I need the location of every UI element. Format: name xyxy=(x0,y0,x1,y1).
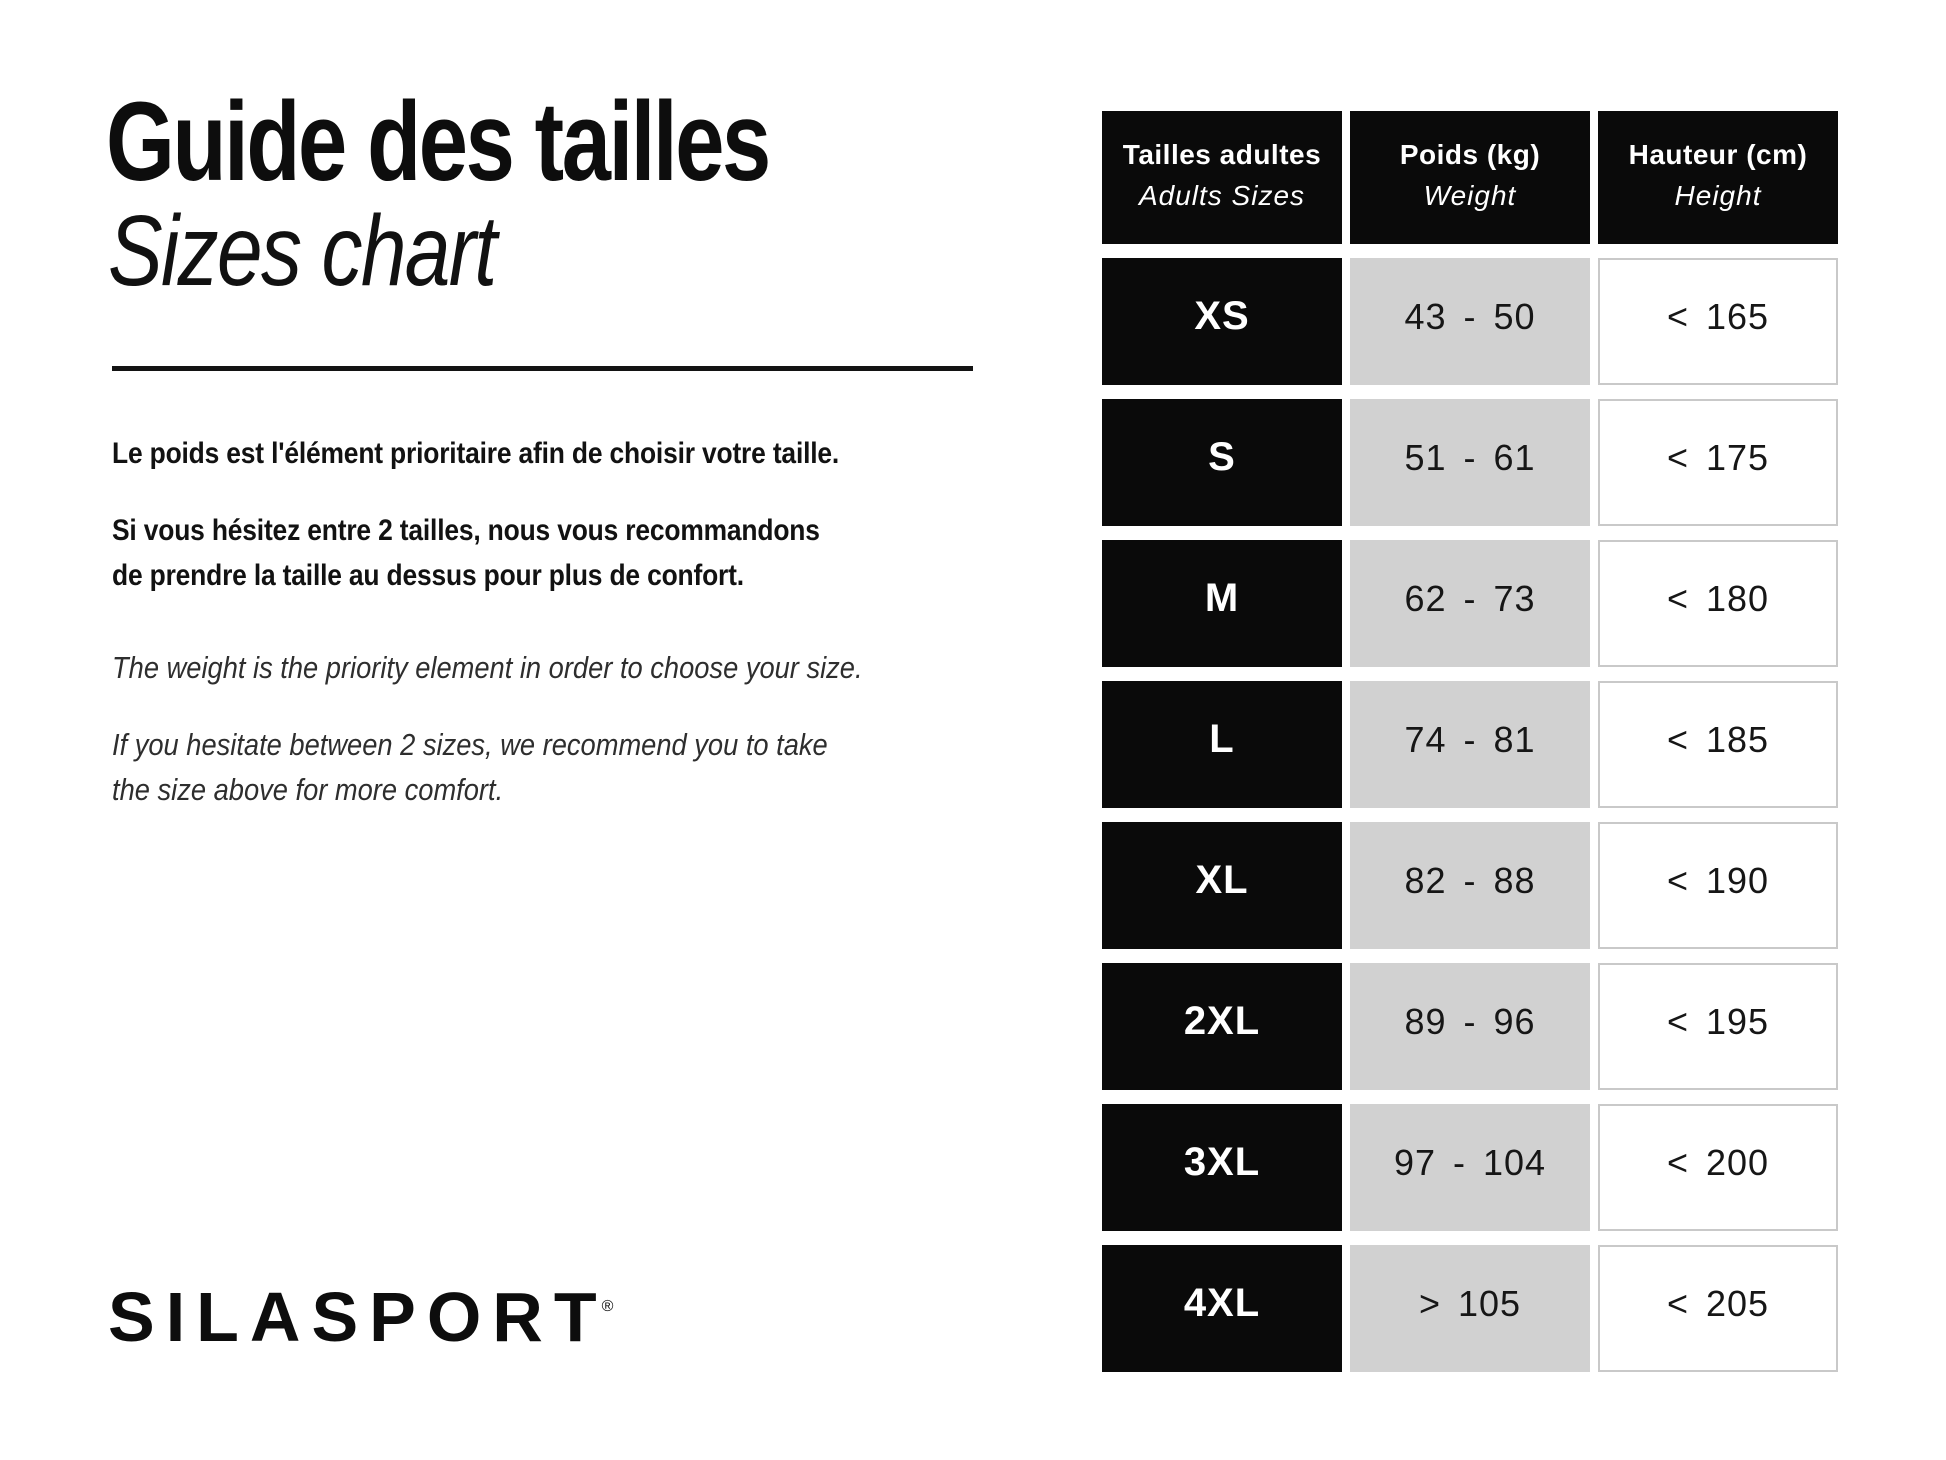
weight-cell-m: 62 - 73 xyxy=(1350,540,1590,667)
size-table: Tailles adultes Adults Sizes Poids (kg) … xyxy=(1102,111,1838,1372)
size-cell-xl: XL xyxy=(1102,822,1342,949)
intro-fr-weight: Le poids est l'élément prioritaire afin … xyxy=(112,437,840,470)
brand-logo: SILASPORT® xyxy=(108,1282,613,1352)
column-header-sizes-en: Adults Sizes xyxy=(1138,180,1306,211)
intro-en-hesitate: If you hesitate between 2 sizes, we reco… xyxy=(112,722,828,812)
intro-fr-hesitate: Si vous hésitez entre 2 tailles, nous vo… xyxy=(112,508,820,598)
column-header-sizes-fr: Tailles adultes xyxy=(1122,139,1322,170)
weight-cell-4xl: > 105 xyxy=(1350,1245,1590,1372)
weight-cell-l: 74 - 81 xyxy=(1350,681,1590,808)
size-cell-m: M xyxy=(1102,540,1342,667)
size-cell-3xl: 3XL xyxy=(1102,1104,1342,1231)
intro-en-hesitate-line2: the size above for more comfort. xyxy=(112,772,504,807)
weight-cell-xl: 82 - 88 xyxy=(1350,822,1590,949)
height-cell-s: < 175 xyxy=(1598,399,1838,526)
size-cell-4xl: 4XL xyxy=(1102,1245,1342,1372)
size-cell-2xl: 2XL xyxy=(1102,963,1342,1090)
column-header-sizes: Tailles adultes Adults Sizes xyxy=(1102,111,1342,244)
height-cell-2xl: < 195 xyxy=(1598,963,1838,1090)
divider-line xyxy=(112,366,973,371)
size-cell-l: L xyxy=(1102,681,1342,808)
brand-logo-text: SILASPORT xyxy=(108,1278,608,1356)
size-cell-s: S xyxy=(1102,399,1342,526)
page-title-en: Sizes chart xyxy=(108,195,497,307)
weight-cell-s: 51 - 61 xyxy=(1350,399,1590,526)
weight-cell-2xl: 89 - 96 xyxy=(1350,963,1590,1090)
height-cell-xl: < 190 xyxy=(1598,822,1838,949)
height-cell-4xl: < 205 xyxy=(1598,1245,1838,1372)
page-title-fr: Guide des tailles xyxy=(106,79,771,204)
column-header-weight-en: Weight xyxy=(1423,180,1517,211)
intro-fr-hesitate-line1: Si vous hésitez entre 2 tailles, nous vo… xyxy=(112,514,820,547)
weight-cell-3xl: 97 - 104 xyxy=(1350,1104,1590,1231)
intro-fr-hesitate-line2: de prendre la taille au dessus pour plus… xyxy=(112,559,744,592)
column-header-height: Hauteur (cm) Height xyxy=(1598,111,1838,244)
column-header-weight-fr: Poids (kg) xyxy=(1399,139,1541,170)
intro-en-hesitate-line1: If you hesitate between 2 sizes, we reco… xyxy=(112,727,828,762)
column-header-height-en: Height xyxy=(1674,180,1762,211)
size-cell-xs: XS xyxy=(1102,258,1342,385)
weight-cell-xs: 43 - 50 xyxy=(1350,258,1590,385)
registered-trademark-icon: ® xyxy=(601,1298,614,1315)
height-cell-m: < 180 xyxy=(1598,540,1838,667)
intro-en-weight: The weight is the priority element in or… xyxy=(112,650,863,685)
height-cell-l: < 185 xyxy=(1598,681,1838,808)
column-header-height-fr: Hauteur (cm) xyxy=(1628,139,1808,170)
column-header-weight: Poids (kg) Weight xyxy=(1350,111,1590,244)
height-cell-3xl: < 200 xyxy=(1598,1104,1838,1231)
height-cell-xs: < 165 xyxy=(1598,258,1838,385)
